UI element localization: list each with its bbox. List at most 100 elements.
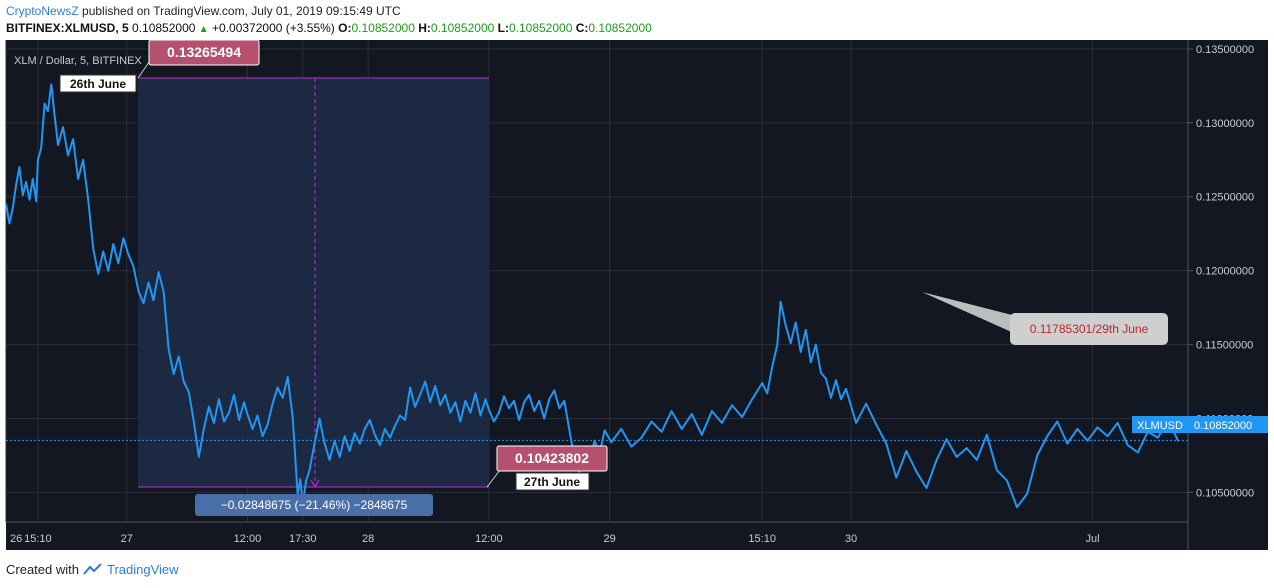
x-tick-label: 17:30	[289, 533, 317, 545]
measure-tool	[138, 77, 489, 489]
price-point	[15, 184, 17, 186]
author-link[interactable]: CryptoNewsZ	[6, 4, 79, 18]
measure-label-text: −0.02848675 (−21.46%) −2848675	[221, 498, 408, 512]
price-point	[955, 456, 958, 458]
price-point	[177, 355, 180, 358]
y-tick-label: 0.11500000	[1196, 340, 1253, 352]
price-point	[965, 447, 968, 449]
price-point	[11, 207, 14, 210]
price-points	[5, 83, 1179, 509]
price-point	[498, 411, 500, 414]
price-point	[82, 159, 84, 161]
price-point	[256, 414, 259, 417]
price-point	[399, 414, 401, 417]
price-point	[92, 247, 94, 250]
price-point	[493, 420, 495, 423]
callout-box	[1010, 313, 1168, 345]
price-point	[429, 401, 432, 404]
price-point	[761, 382, 763, 384]
price-point	[243, 401, 245, 404]
price-point	[261, 435, 264, 438]
price-point	[286, 376, 289, 378]
price-point	[246, 413, 249, 415]
symbol-tag-label: XLMUSD	[1137, 420, 1183, 432]
low-date-box	[515, 472, 590, 491]
chart-title: XLM / Dollar, 5, BITFINEX	[14, 55, 142, 67]
price-point	[117, 262, 120, 265]
price-point	[1126, 444, 1129, 446]
price-point	[112, 243, 115, 245]
change-value: +0.00372000 (+3.55%)	[212, 21, 335, 35]
price-point	[630, 445, 633, 448]
price-point	[855, 422, 857, 424]
price-point	[228, 411, 230, 414]
close-label: C:	[575, 21, 589, 35]
price-point	[182, 380, 185, 383]
price-point	[127, 253, 130, 256]
price-point	[620, 428, 623, 430]
price-point	[305, 479, 307, 482]
open-label: O:	[338, 21, 352, 35]
measure-label-box	[195, 494, 433, 516]
price-point	[799, 351, 802, 353]
price-point	[77, 178, 79, 180]
price-point	[538, 400, 540, 402]
price-point	[915, 470, 918, 473]
price-point	[18, 166, 21, 168]
callout-text: 0.11785301/29th June	[1030, 322, 1149, 336]
price-point	[533, 410, 535, 412]
price-point	[845, 388, 847, 390]
symbol-label: BITFINEX:XLMUSD, 5	[6, 21, 129, 35]
price-point	[568, 429, 571, 432]
price-point	[32, 178, 34, 180]
y-tick-label: 0.12500000	[1196, 192, 1254, 204]
price-point	[281, 397, 284, 399]
price-point	[1177, 439, 1179, 442]
price-point	[348, 450, 351, 452]
price-point	[404, 419, 406, 421]
price-point	[1046, 435, 1048, 438]
price-point	[459, 420, 462, 423]
price-point	[162, 290, 165, 293]
price-point	[419, 394, 421, 396]
price-point	[384, 428, 386, 430]
price-point	[389, 436, 391, 439]
price-point	[945, 438, 948, 441]
price-point	[87, 198, 89, 201]
price-point	[484, 398, 487, 401]
price-point	[1076, 428, 1079, 430]
price-point	[508, 407, 510, 410]
price-point	[434, 385, 437, 387]
price-point	[208, 405, 210, 408]
y-tick-label: 0.13000000	[1196, 118, 1254, 130]
price-point	[691, 413, 693, 415]
price-point	[238, 419, 240, 421]
x-tick-label: 29	[603, 533, 615, 545]
price-point	[820, 371, 822, 374]
low-value: 0.10852000	[508, 21, 573, 35]
price-point	[57, 144, 59, 146]
price-point	[805, 329, 807, 331]
price-point	[271, 402, 274, 405]
x-tick-label: 15:10	[24, 533, 52, 545]
measure-arrow-head	[310, 479, 320, 489]
price-point	[72, 138, 74, 140]
price-point	[424, 380, 427, 383]
price-point	[167, 348, 170, 350]
price-point	[905, 450, 908, 452]
high-label: H:	[418, 21, 431, 35]
price-point	[518, 419, 520, 421]
price-point	[771, 366, 773, 368]
price-point	[444, 394, 447, 396]
tradingview-link[interactable]: TradingView	[106, 562, 179, 577]
price-point	[299, 478, 302, 480]
price-point	[67, 154, 69, 157]
price-point	[543, 417, 545, 420]
low-label: L:	[497, 21, 509, 35]
price-point	[333, 439, 336, 442]
price-point	[343, 435, 346, 438]
price-point	[369, 419, 371, 421]
price-point	[553, 389, 556, 392]
price-point	[157, 271, 160, 273]
